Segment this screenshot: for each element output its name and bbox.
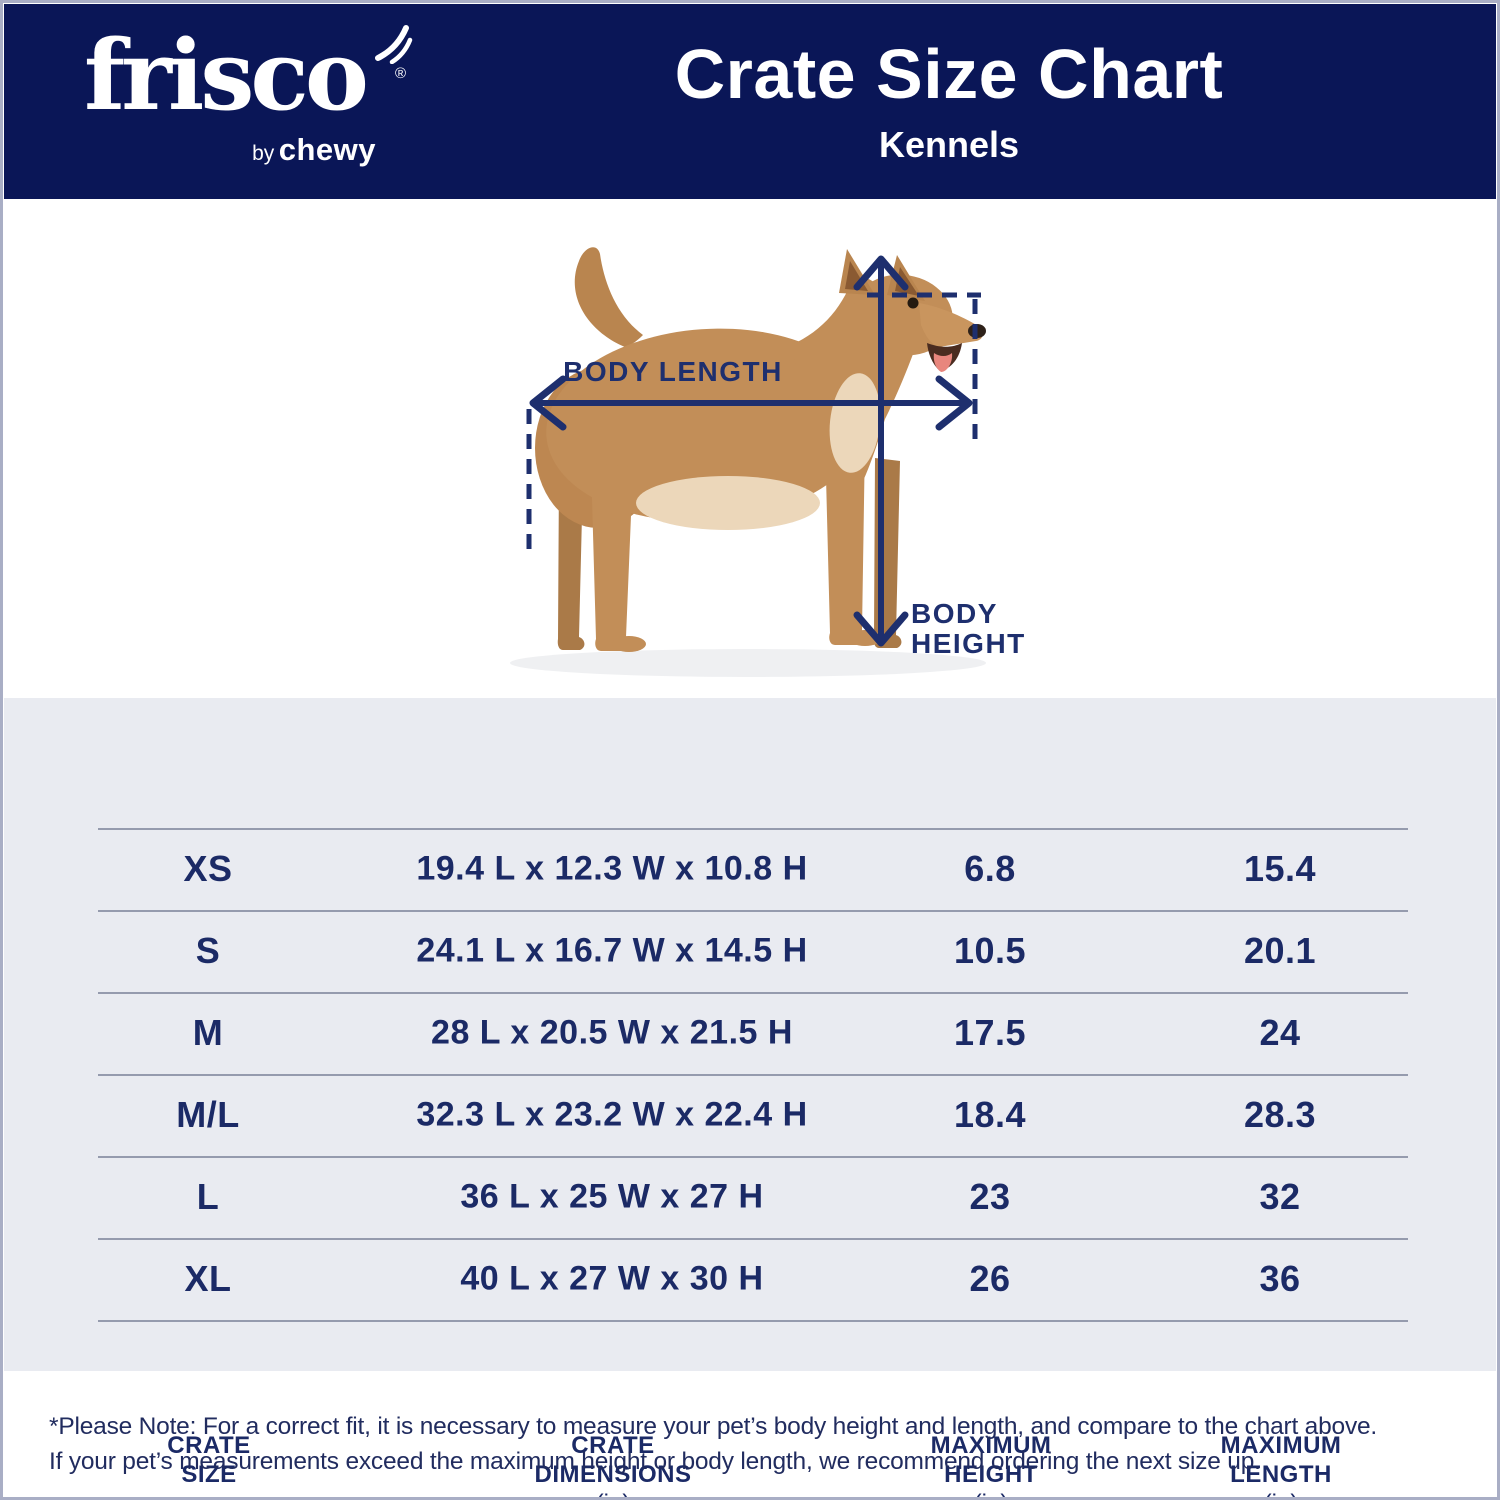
body-length-label: BODY LENGTH [563, 356, 783, 387]
frisco-wordmark: frisco ® [84, 25, 413, 124]
row-xl-max-height: 26 [969, 1258, 1011, 1299]
row-xs-size: XS [183, 848, 233, 889]
frisco-wordmark-text: frisco [84, 19, 369, 132]
dog-measurement-diagram: BODY LENGTH BODY HEIGHT [510, 247, 1026, 677]
by-label: by [252, 142, 275, 165]
row-m-max-height: 17.5 [953, 1012, 1027, 1053]
row-xl-max-length: 36 [1259, 1258, 1301, 1299]
table-divider [98, 1238, 1408, 1240]
column-header-crate-dimensions: CRATE DIMENSIONS (in) [534, 1432, 692, 1497]
row-xl-size: XL [184, 1258, 232, 1299]
row-s-max-length: 20.1 [1243, 930, 1317, 971]
column-header-maximum-length: MAXIMUM LENGTH (in) [1220, 1432, 1342, 1497]
column-header-crate-size: CRATE SIZE [167, 1432, 251, 1488]
chewy-wordmark: chewy [278, 132, 376, 167]
table-divider [98, 1320, 1408, 1322]
table-divider [98, 1074, 1408, 1076]
body-height-arrow [853, 255, 909, 647]
row-l-size: L [196, 1176, 220, 1217]
body-height-label-line2: HEIGHT [911, 628, 1026, 659]
registered-mark: ® [394, 65, 406, 82]
row-xs-max-height: 6.8 [964, 848, 1016, 889]
footnote-line1: *Please Note: For a correct fit, it is n… [49, 1413, 1378, 1440]
footnote: *Please Note: For a correct fit, it is n… [49, 1409, 1469, 1479]
table-divider [98, 828, 1408, 830]
dog-tongue [933, 353, 953, 372]
table-divider [98, 1156, 1408, 1158]
frisco-logo: frisco ® by chewy [84, 25, 413, 178]
row-ml-max-length: 28.3 [1243, 1094, 1317, 1135]
tail-swoosh-icon [375, 25, 413, 64]
header-titles: Crate Size Chart Kennels [604, 38, 1294, 164]
footnote-line2: If your pet’s measurements exceed the ma… [49, 1448, 1261, 1475]
row-ml-size: M/L [176, 1094, 240, 1135]
row-m-max-length: 24 [1259, 1012, 1301, 1053]
column-header-maximum-height: MAXIMUM HEIGHT (in) [930, 1432, 1052, 1497]
row-xs-max-length: 15.4 [1243, 848, 1317, 889]
body-length-arrow [529, 375, 973, 431]
dog-eye [907, 297, 919, 309]
table-divider [98, 910, 1408, 912]
row-ml-dimensions: 32.3 L x 23.2 W x 22.4 H [416, 1095, 808, 1134]
by-chewy-lockup: by chewy [84, 132, 376, 168]
row-ml-max-height: 18.4 [953, 1094, 1027, 1135]
row-m-size: M [192, 1012, 224, 1053]
row-s-dimensions: 24.1 L x 16.7 W x 14.5 H [416, 931, 808, 970]
row-xl-dimensions: 40 L x 27 W x 30 H [460, 1259, 764, 1298]
header-banner: frisco ® by chewy Crate Size Chart Kenne… [4, 4, 1496, 199]
row-l-max-height: 23 [969, 1176, 1011, 1217]
page-title: Crate Size Chart [674, 35, 1224, 113]
row-m-dimensions: 28 L x 20.5 W x 21.5 H [431, 1013, 793, 1052]
row-s-max-height: 10.5 [953, 930, 1027, 971]
dashed-guide-lines [526, 292, 981, 555]
row-s-size: S [195, 930, 221, 971]
page-subtitle: Kennels [878, 124, 1020, 165]
size-table: CRATE SIZE CRATE DIMENSIONS (in) MAXIMUM… [4, 698, 1496, 1497]
row-l-dimensions: 36 L x 25 W x 27 H [460, 1177, 764, 1216]
body-height-label-line1: BODY [911, 598, 998, 629]
row-xs-dimensions: 19.4 L x 12.3 W x 10.8 H [416, 849, 808, 888]
table-divider [98, 992, 1408, 994]
row-l-max-length: 32 [1259, 1176, 1301, 1217]
